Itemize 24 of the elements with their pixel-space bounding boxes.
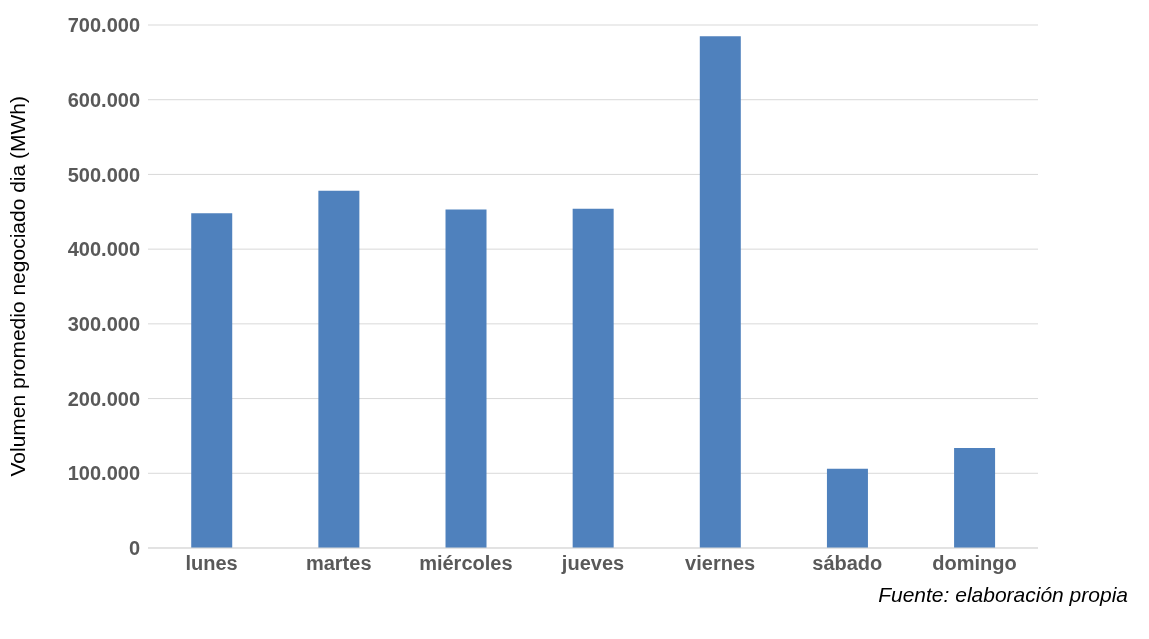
x-tick-label: jueves [560,552,625,575]
x-tick-label: sábado [812,552,883,575]
y-tick-label: 700.000 [67,14,140,37]
y-tick-label: 300.000 [67,312,140,335]
y-tick-label: 600.000 [67,88,140,111]
bar [699,36,741,548]
bar [445,209,487,548]
y-tick-label: 400.000 [67,238,140,261]
y-tick-label: 100.000 [67,462,140,485]
x-tick-label: domingo [932,552,1017,575]
x-tick-label: viernes [685,552,756,575]
y-axis-title: Volumen promedio negociado dia (MWh) [6,95,30,477]
y-tick-label: 500.000 [67,163,140,186]
y-tick-label: 0 [128,537,140,560]
source-note: Fuente: elaboración propia [878,583,1128,607]
x-tick-label: martes [305,552,372,575]
bar [191,213,233,548]
bar [572,208,614,548]
x-tick-label: miércoles [419,552,513,575]
bar [318,190,360,548]
x-tick-label: lunes [185,552,238,575]
bar [826,468,868,548]
bar [954,447,996,548]
y-tick-label: 200.000 [67,387,140,410]
